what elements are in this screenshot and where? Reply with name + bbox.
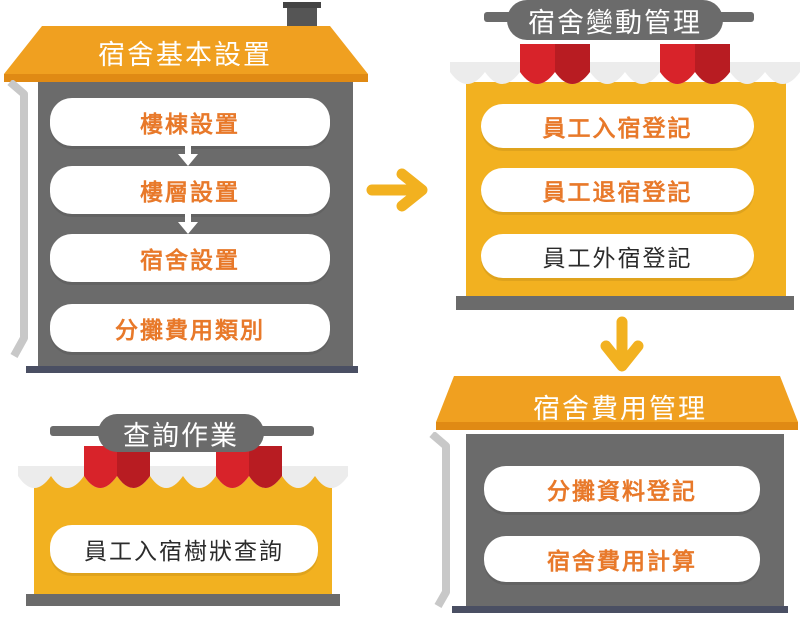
drain-pipe	[429, 432, 450, 608]
arrow-down-icon	[600, 316, 644, 372]
item-floor-setup[interactable]: 樓層設置	[50, 166, 330, 214]
item-checkin-register[interactable]: 員工入宿登記	[481, 104, 754, 148]
cost-management-foundation	[452, 606, 788, 613]
item-tree-query[interactable]: 員工入宿樹狀查詢	[50, 525, 318, 573]
basic-settings-foundation	[26, 366, 358, 373]
basic-settings-roof	[4, 26, 368, 82]
chimney-cap	[283, 2, 321, 8]
cost-management-title: 宿舍費用管理	[533, 393, 707, 425]
item-cost-calculation[interactable]: 宿舍費用計算	[484, 536, 760, 582]
arrow-right-icon	[366, 168, 428, 212]
change-management-title: 宿舍變動管理	[507, 0, 723, 40]
change-management-base	[456, 296, 794, 310]
cost-management-roof	[436, 376, 798, 430]
drain-pipe	[7, 80, 28, 358]
item-allocation-data[interactable]: 分攤資料登記	[484, 466, 760, 512]
arrow-down-icon	[178, 144, 198, 166]
arrow-down-icon	[178, 212, 198, 234]
basic-settings-title: 宿舍基本設置	[98, 39, 272, 71]
query-title: 查詢作業	[98, 414, 264, 452]
query-awning	[18, 446, 348, 488]
chimney	[287, 4, 317, 30]
item-outside-register[interactable]: 員工外宿登記	[481, 234, 754, 278]
change-management-awning	[450, 44, 800, 84]
query-base	[26, 594, 340, 606]
item-checkout-register[interactable]: 員工退宿登記	[481, 168, 754, 212]
item-dorm-setup[interactable]: 宿舍設置	[50, 234, 330, 282]
item-cost-category[interactable]: 分攤費用類別	[50, 304, 330, 352]
item-building-setup[interactable]: 樓棟設置	[50, 98, 330, 146]
